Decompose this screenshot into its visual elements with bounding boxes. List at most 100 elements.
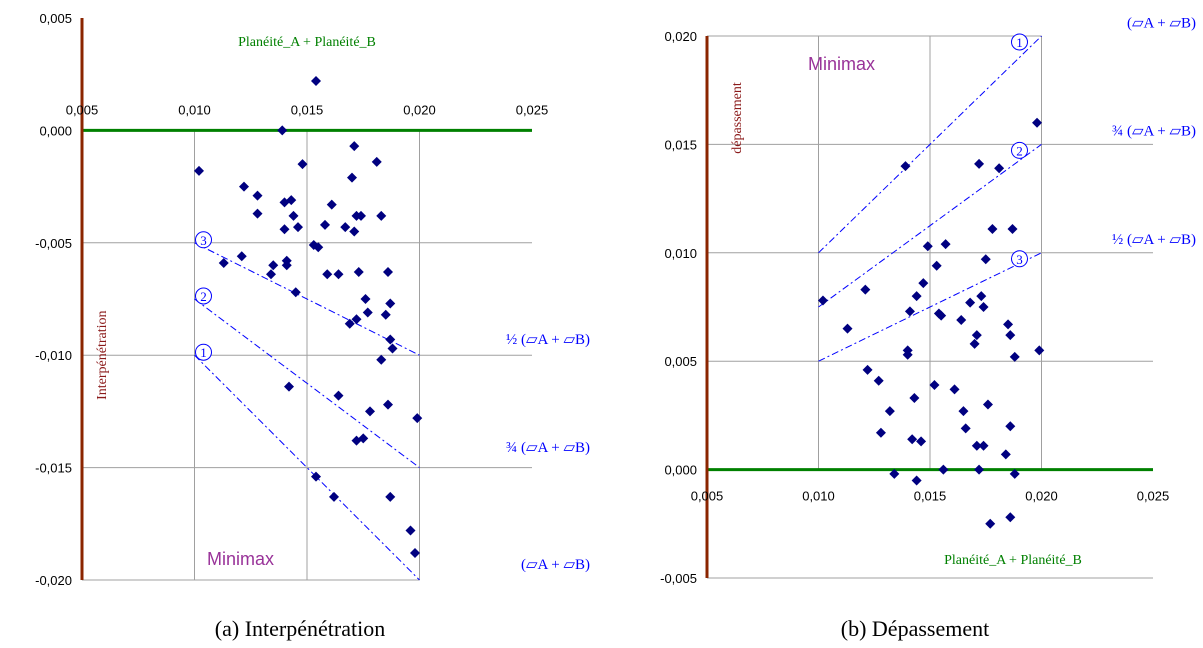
x-tick-label: 0,015 xyxy=(914,489,947,504)
y-tick-label: -0,005 xyxy=(35,236,72,251)
data-point xyxy=(281,260,292,271)
x-tick-label: 0,020 xyxy=(403,102,436,117)
data-point xyxy=(266,269,276,280)
x-tick-label: 0,010 xyxy=(178,102,211,117)
data-point xyxy=(900,161,911,172)
chart-interpenetration: 0,005 0,010 0,015 0,020 0,025 0,005 0,000 -0,00… xyxy=(35,11,590,588)
x-tick-label: 0,010 xyxy=(802,489,835,504)
bound-circle-3 xyxy=(195,231,212,249)
bound-circle-label: 1 xyxy=(200,345,207,360)
data-point xyxy=(194,165,204,176)
y-tick-label: -0,010 xyxy=(35,348,72,363)
bound-circle-2 xyxy=(195,287,212,305)
data-point xyxy=(965,297,976,308)
data-point xyxy=(360,294,371,304)
data-point xyxy=(297,159,308,170)
y-tick-label: -0,005 xyxy=(660,571,697,586)
data-point xyxy=(252,208,263,219)
chart-depassement: 0,005 0,010 0,015 0,020 0,025 0,020 0,015 0,010… xyxy=(660,15,1196,586)
data-point xyxy=(1009,351,1020,362)
data-point xyxy=(884,406,895,417)
data-point xyxy=(385,334,396,345)
data-point xyxy=(978,302,989,312)
bound-circle-label: 2 xyxy=(1016,143,1023,158)
data-point xyxy=(362,307,373,318)
data-point xyxy=(1005,512,1016,523)
data-point xyxy=(340,222,351,233)
data-point xyxy=(956,315,967,326)
data-point xyxy=(860,284,871,295)
data-point xyxy=(279,224,290,235)
data-point xyxy=(916,436,927,447)
data-point xyxy=(958,406,969,417)
y-tick-label: 0,020 xyxy=(664,29,697,44)
data-point xyxy=(236,251,247,262)
y-tick-label: 0,005 xyxy=(664,354,697,369)
x-axis-label: Planéité_A + Planéité_B xyxy=(944,553,1082,568)
data-point xyxy=(1005,330,1016,341)
caption-b: (b) Dépassement xyxy=(841,616,989,641)
bound-line-1 xyxy=(194,354,420,581)
data-point xyxy=(385,491,396,502)
bound-line-label: ½ (▱A + ▱B) xyxy=(1112,232,1196,248)
bound-circle-2 xyxy=(1011,141,1028,159)
data-point xyxy=(349,226,360,237)
data-point xyxy=(284,381,294,392)
bound-circle-3 xyxy=(1011,250,1028,268)
y-tick-label: 0,015 xyxy=(664,137,697,152)
data-point xyxy=(918,278,929,289)
data-point xyxy=(326,199,337,210)
data-point xyxy=(385,298,396,309)
bound-line-3 xyxy=(194,242,420,356)
bound-line-1 xyxy=(818,35,1042,254)
x-tick-label: 0,025 xyxy=(1137,489,1170,504)
data-point xyxy=(351,314,362,325)
data-point xyxy=(365,406,375,417)
data-point xyxy=(383,267,393,278)
data-point xyxy=(349,141,360,152)
data-point xyxy=(412,413,423,424)
data-point xyxy=(358,433,369,444)
data-point xyxy=(218,258,229,269)
bound-circle-label: 2 xyxy=(200,289,207,304)
x-tick-label: 0,020 xyxy=(1025,489,1058,504)
data-point xyxy=(239,181,249,192)
data-point xyxy=(290,287,301,298)
data-point xyxy=(985,518,996,529)
data-point xyxy=(252,190,263,201)
data-point xyxy=(938,464,949,475)
data-point xyxy=(344,318,355,329)
data-point xyxy=(380,309,391,320)
x-tick-label: 0,025 xyxy=(516,102,549,117)
y-tick-label: 0,000 xyxy=(39,123,72,138)
bound-line-2 xyxy=(194,298,420,469)
data-point xyxy=(940,239,951,250)
bound-circle-label: 3 xyxy=(200,233,207,248)
y-tick-label: 0,000 xyxy=(664,463,697,478)
bound-line-2 xyxy=(818,143,1042,308)
bound-circle-1 xyxy=(1011,33,1028,51)
data-point xyxy=(929,380,940,391)
data-point xyxy=(949,384,960,395)
data-point xyxy=(313,242,324,253)
data-point xyxy=(376,354,387,365)
data-point xyxy=(1005,421,1016,432)
bound-circle-label: 1 xyxy=(1016,35,1023,50)
y-tick-label: 0,005 xyxy=(39,11,72,26)
minimax-annotation: Minimax xyxy=(207,549,274,569)
data-point xyxy=(931,260,942,271)
y-tick-label: -0,015 xyxy=(35,461,72,476)
data-point xyxy=(286,195,297,206)
data-point xyxy=(889,468,900,479)
data-point xyxy=(907,434,918,445)
bound-line-label: (▱A + ▱B) xyxy=(1127,15,1196,31)
data-point xyxy=(976,291,987,302)
data-point xyxy=(987,223,998,234)
data-point xyxy=(960,423,971,434)
data-point xyxy=(410,548,420,559)
data-point xyxy=(311,471,321,482)
data-point xyxy=(329,491,339,502)
data-point xyxy=(311,75,321,86)
bound-line-label: (▱A + ▱B) xyxy=(521,557,590,573)
